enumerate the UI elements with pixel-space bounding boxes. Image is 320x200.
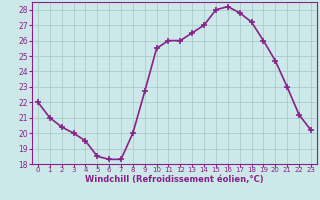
X-axis label: Windchill (Refroidissement éolien,°C): Windchill (Refroidissement éolien,°C) xyxy=(85,175,264,184)
